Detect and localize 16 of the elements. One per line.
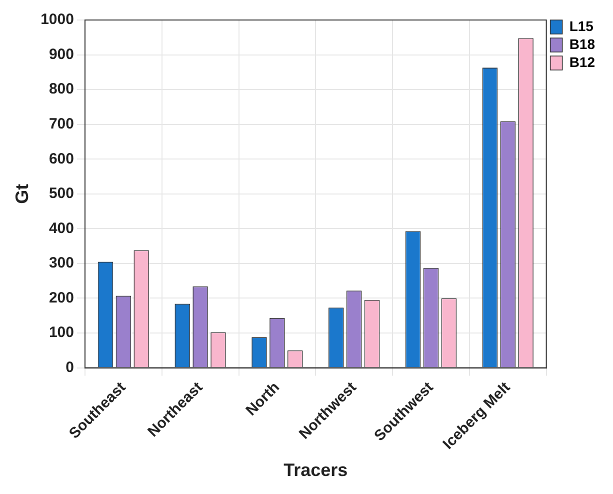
y-tick-label: 0 <box>66 358 74 376</box>
y-tick-label: 800 <box>48 80 74 98</box>
y-tick-label: 400 <box>48 220 74 237</box>
y-tick-label: 700 <box>48 115 74 132</box>
legend-label: B18 <box>569 36 596 52</box>
y-tick-label: 900 <box>48 46 74 63</box>
y-tick-label: 300 <box>48 254 74 272</box>
y-tick-label: 200 <box>48 289 74 306</box>
legend-label: B12 <box>569 54 596 70</box>
legend-label: L15 <box>569 18 594 34</box>
y-tick-label: 600 <box>48 150 74 168</box>
y-tick-label: 100 <box>48 324 74 342</box>
x-axis-title: Tracers <box>284 460 348 480</box>
y-axis-title: Gt <box>12 184 32 204</box>
y-tick-label: 1000 <box>40 11 74 28</box>
y-tick-label: 500 <box>48 185 74 202</box>
